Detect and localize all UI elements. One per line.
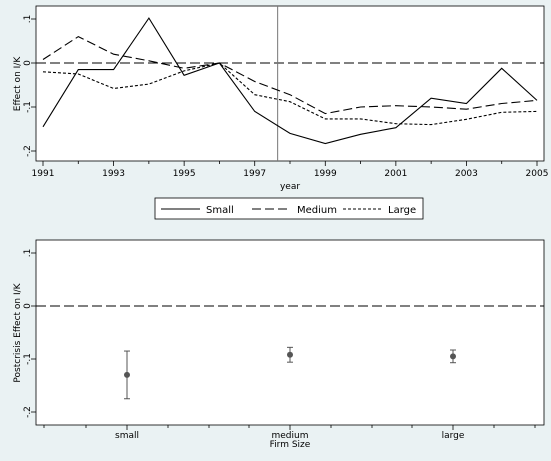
series-line-medium [42,35,538,115]
x-tick-label: 1991 [32,169,55,179]
y-axis-title-top: Effect on I/K [13,56,23,112]
x-tick-label: 1993 [102,169,125,179]
point-estimate-small [124,371,130,378]
x-tick-label: medium [272,431,309,441]
x-tick-label: 2005 [526,169,549,179]
y-tick-label: -.2 [23,406,33,418]
x-axis-top: 1991 1993 1995 1997 1999 2001 2003 2005 [32,161,549,179]
legend: Small Medium Large [154,197,424,220]
y-tick-label: 0 [23,60,33,66]
y-tick-label: 0 [23,303,33,309]
point-estimate-panel: small medium large .1 0 -.1 -.2 Firm Size Pos… [13,239,545,450]
y-tick-label: -.2 [23,145,33,157]
x-axis-title-bottom: Firm Size [270,440,311,450]
x-tick-label: large [442,431,465,441]
y-tick-label: .1 [23,249,33,258]
line-chart-panel: 1991 1993 1995 1997 1999 2001 2003 2005 .1 0 -.1 -… [13,5,549,192]
point-estimate-medium [287,351,293,358]
legend-box [154,197,424,220]
x-axis-bottom: small medium large [43,425,536,441]
x-tick-label: 2001 [384,169,407,179]
series-group [42,17,538,145]
plot-area-bottom [35,239,545,426]
point-estimate-large [450,353,456,360]
y-axis-title-bottom: Postcrisis Effect on I/K [13,282,23,382]
y-tick-label: .1 [23,15,33,24]
y-axis-top: .1 0 -.1 -.2 [23,15,36,157]
reference-lines-top [36,6,544,161]
x-tick-label: 2003 [455,169,478,179]
legend-label-small: Small [206,205,234,216]
y-axis-bottom: .1 0 -.1 -.2 [23,249,36,418]
x-axis-title-top: year [280,182,300,192]
estimates-group [124,346,456,400]
legend-label-medium: Medium [297,205,337,216]
plot-area-top [35,5,545,162]
y-tick-label: -.1 [23,101,33,113]
x-tick-label: 1995 [173,169,196,179]
series-line-small [42,17,538,145]
legend-label-large: Large [388,205,416,216]
x-tick-label: 1999 [314,169,337,179]
x-tick-label: small [115,431,139,441]
x-tick-label: 1997 [243,169,266,179]
series-line-large [42,62,538,126]
y-tick-label: -.1 [23,353,33,365]
